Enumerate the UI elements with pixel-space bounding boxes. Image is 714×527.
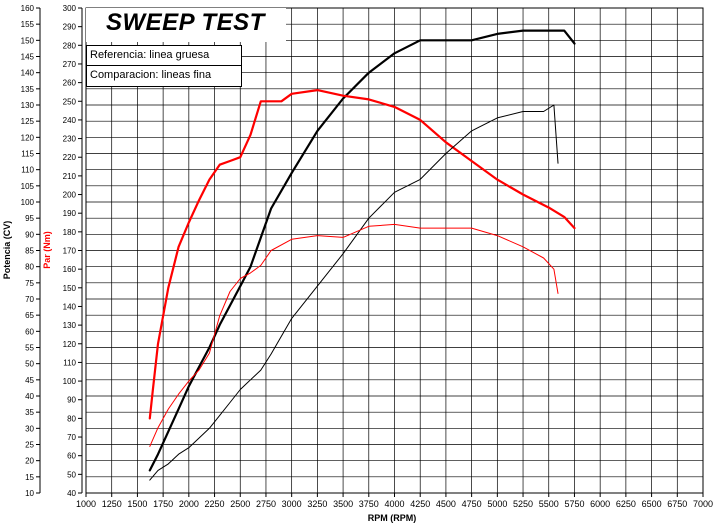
x-tick-label: 6000 — [590, 499, 610, 509]
x-tick-label: 4500 — [436, 499, 456, 509]
par-tick-label: 40 — [67, 489, 76, 498]
par-tick-label: 80 — [67, 414, 76, 423]
x-tick-label: 6500 — [642, 499, 662, 509]
y-axis-label-par: Par (Nm) — [42, 231, 52, 269]
chart-axes: 1000 1250 1500 1750 2000 2250 2500 2750 3000 3250… — [21, 4, 713, 509]
potencia-tick-label: 85 — [25, 247, 34, 256]
potencia-tick-label: 15 — [25, 473, 34, 482]
title-box — [86, 8, 286, 42]
potencia-tick-label: 155 — [21, 20, 35, 29]
x-tick-label: 1750 — [153, 499, 173, 509]
x-tick-label: 1000 — [76, 499, 96, 509]
potencia-tick-label: 75 — [25, 279, 34, 288]
potencia-tick-label: 40 — [25, 392, 34, 401]
par-tick-label: 250 — [63, 97, 77, 106]
par-tick-label: 230 — [63, 135, 77, 144]
x-tick-label: 5750 — [564, 499, 584, 509]
par-tick-label: 180 — [63, 228, 77, 237]
x-tick-label: 3500 — [333, 499, 353, 509]
potencia-comparacion-line — [149, 104, 559, 481]
potencia-tick-label: 100 — [21, 198, 35, 207]
par-tick-label: 220 — [63, 153, 77, 162]
legend-item-referencia: Referencia: linea gruesa — [90, 49, 210, 61]
x-tick-label: 6750 — [667, 499, 687, 509]
par-referencia-line — [148, 89, 576, 420]
par-tick-label: 170 — [63, 247, 77, 256]
par-tick-label: 270 — [63, 60, 77, 69]
potencia-tick-label: 140 — [21, 69, 35, 78]
potencia-tick-label: 55 — [25, 344, 34, 353]
par-tick-label: 120 — [63, 340, 77, 349]
potencia-tick-label: 110 — [21, 166, 34, 175]
par-tick-label: 290 — [63, 23, 77, 32]
par-tick-label: 70 — [67, 433, 76, 442]
par-tick-label: 140 — [63, 302, 77, 311]
x-tick-label: 2000 — [179, 499, 199, 509]
par-tick-label: 190 — [63, 209, 77, 218]
x-tick-label: 3750 — [359, 499, 379, 509]
x-tick-label: 4750 — [462, 499, 482, 509]
par-tick-label: 260 — [63, 79, 77, 88]
x-tick-label: 4000 — [384, 499, 404, 509]
x-tick-label: 5000 — [487, 499, 507, 509]
x-tick-label: 5250 — [513, 499, 533, 509]
par-tick-label: 130 — [63, 321, 77, 330]
x-tick-label: 3250 — [307, 499, 327, 509]
x-tick-label: 1500 — [127, 499, 147, 509]
potencia-tick-label: 35 — [25, 408, 34, 417]
par-tick-label: 50 — [67, 470, 76, 479]
potencia-tick-label: 160 — [21, 4, 35, 13]
par-tick-label: 300 — [63, 4, 77, 13]
x-tick-label: 2500 — [230, 499, 250, 509]
potencia-tick-label: 105 — [21, 182, 35, 191]
par-tick-label: 150 — [63, 284, 77, 293]
chart-title: SWEEP TEST — [106, 9, 265, 36]
par-tick-label: 200 — [63, 191, 77, 200]
potencia-tick-label: 25 — [25, 441, 34, 450]
y-axis-label-potencia: Potencia (CV) — [2, 221, 12, 280]
par-tick-label: 160 — [63, 265, 77, 274]
par-tick-label: 210 — [63, 172, 77, 181]
potencia-tick-label: 80 — [25, 263, 34, 272]
potencia-tick-label: 115 — [21, 150, 34, 159]
potencia-referencia-line — [148, 29, 576, 472]
potencia-tick-label: 95 — [25, 214, 34, 223]
potencia-tick-label: 120 — [21, 133, 35, 142]
potencia-tick-label: 70 — [25, 295, 34, 304]
chart-grid — [85, 7, 704, 494]
potencia-tick-label: 45 — [25, 376, 34, 385]
legend: Referencia: linea gruesa Comparacion: li… — [86, 45, 242, 87]
x-tick-label: 7000 — [693, 499, 713, 509]
par-comparacion-line — [149, 223, 559, 447]
potencia-tick-label: 145 — [21, 53, 35, 62]
par-tick-label: 90 — [67, 396, 76, 405]
x-tick-label: 4250 — [410, 499, 430, 509]
x-tick-label: 3000 — [282, 499, 302, 509]
potencia-tick-label: 20 — [25, 457, 34, 466]
par-tick-label: 240 — [63, 116, 77, 125]
x-tick-label: 2250 — [205, 499, 225, 509]
x-tick-label: 6250 — [616, 499, 636, 509]
par-tick-label: 60 — [67, 452, 76, 461]
legend-item-comparacion: Comparacion: lineas fina — [87, 65, 241, 85]
potencia-tick-label: 10 — [25, 489, 34, 498]
potencia-tick-label: 90 — [25, 230, 34, 239]
par-tick-label: 280 — [63, 41, 77, 50]
potencia-tick-label: 135 — [21, 85, 35, 94]
x-axis-label: RPM (RPM) — [368, 513, 417, 523]
par-tick-label: 110 — [63, 358, 76, 367]
potencia-tick-label: 125 — [21, 117, 35, 126]
potencia-tick-label: 65 — [25, 311, 34, 320]
x-tick-label: 1250 — [102, 499, 122, 509]
potencia-tick-label: 150 — [21, 36, 35, 45]
potencia-tick-label: 30 — [25, 424, 34, 433]
x-tick-label: 2750 — [256, 499, 276, 509]
potencia-tick-label: 130 — [21, 101, 35, 110]
par-tick-label: 100 — [63, 377, 77, 386]
potencia-tick-label: 50 — [25, 360, 34, 369]
x-tick-label: 5500 — [539, 499, 559, 509]
chart-series — [148, 29, 576, 481]
potencia-tick-label: 60 — [25, 327, 34, 336]
